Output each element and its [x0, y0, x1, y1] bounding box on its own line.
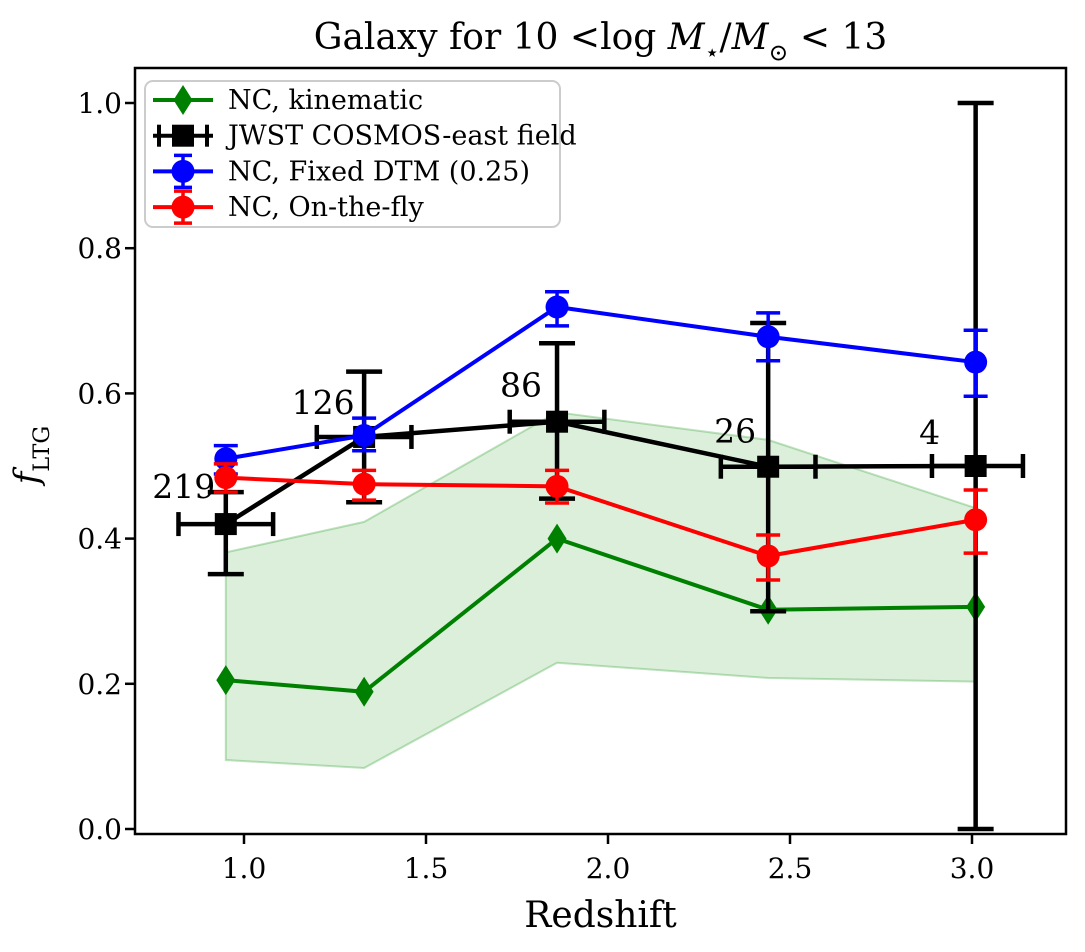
- data-point-diamond: [354, 676, 374, 707]
- legend-item-nc-kinematic: NC, kinematic: [153, 85, 423, 116]
- legend-item-nc-fixed-dtm-0-25: NC, Fixed DTM (0.25): [153, 153, 530, 190]
- data-point-circle: [756, 325, 780, 349]
- x-tick-label: 1.0: [222, 852, 267, 885]
- y-tick-label: 1.0: [77, 87, 122, 120]
- data-point-diamond: [547, 523, 567, 554]
- y-tick-label: 0.0: [77, 813, 122, 846]
- data-point-diamond: [173, 85, 193, 115]
- data-point-square: [214, 513, 237, 536]
- data-point-square: [546, 410, 569, 433]
- data-point-circle: [964, 508, 988, 532]
- series-nc-on-the-fly: [213, 462, 988, 582]
- legend-label: NC, Fixed DTM (0.25): [228, 156, 530, 187]
- x-tick-label: 3.0: [950, 852, 995, 885]
- data-point-diamond: [216, 665, 236, 696]
- legend-label: NC, On-the-fly: [228, 192, 424, 223]
- data-point-circle: [545, 474, 569, 498]
- data-point-square: [757, 455, 780, 478]
- y-tick-label: 0.4: [77, 523, 122, 556]
- y-tick-label: 0.6: [77, 377, 122, 410]
- data-point-square: [964, 455, 987, 477]
- count-annotations: 219 126 86 26 4: [152, 366, 940, 506]
- legend-label: NC, kinematic: [228, 85, 423, 116]
- data-point-circle: [171, 195, 195, 219]
- data-point-circle: [352, 424, 376, 448]
- data-point-circle: [171, 159, 195, 183]
- count-annotation: 4: [919, 413, 940, 452]
- count-annotation: 86: [500, 366, 542, 405]
- legend-item-nc-on-the-fly: NC, On-the-fly: [153, 189, 424, 225]
- x-tick-label: 2.0: [586, 852, 631, 885]
- data-point-circle: [214, 466, 238, 490]
- data-point-circle: [756, 544, 780, 568]
- chart-title: Galaxy for 10 <log M⋆/M⊙ < 13: [314, 17, 888, 67]
- x-tick-label: 2.5: [768, 852, 813, 885]
- y-tick-label: 0.8: [77, 232, 122, 265]
- x-tick-label: 1.5: [404, 852, 449, 885]
- data-point-circle: [352, 472, 376, 496]
- legend: NC, kinematic JWST COSMOS-east field NC, F…: [144, 80, 577, 228]
- data-point-circle: [964, 350, 988, 374]
- plot-area: [133, 66, 1068, 836]
- x-axis: 1.0 1.5 2.0 2.5 3.0: [222, 834, 995, 885]
- y-tick-label: 0.2: [77, 668, 122, 701]
- data-point-square: [172, 124, 194, 147]
- legend-box: [144, 80, 561, 228]
- count-annotation: 126: [292, 383, 355, 422]
- count-annotation: 219: [152, 467, 215, 506]
- x-axis-label: Redshift: [524, 895, 677, 936]
- data-point-circle: [545, 295, 569, 319]
- legend-item-jwst-cosmos-east-field: JWST COSMOS-east field: [153, 121, 577, 152]
- y-axis: 0.0 0.2 0.4 0.6 0.8 1.0: [77, 87, 135, 846]
- count-annotation: 26: [714, 412, 756, 451]
- legend-label: JWST COSMOS-east field: [225, 121, 577, 152]
- series-nc-fixed-dtm-0-25: [213, 290, 988, 476]
